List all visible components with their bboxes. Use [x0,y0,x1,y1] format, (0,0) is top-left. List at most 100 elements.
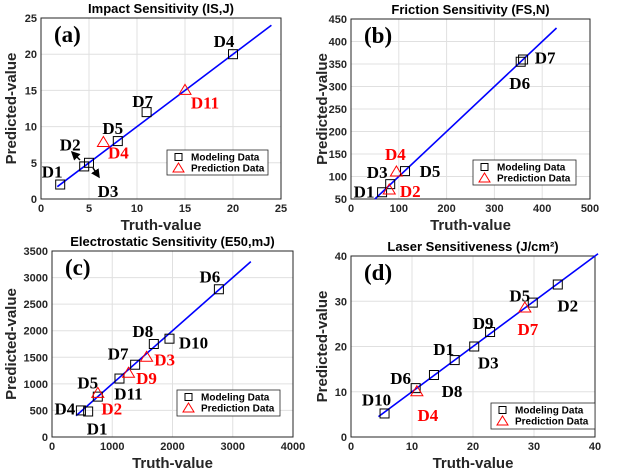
modeling-point [55,179,66,190]
x-tick-label: 4000 [281,441,305,453]
x-tick-label: 20 [227,203,239,215]
modeling-point [469,341,480,352]
y-tick-label: 25 [25,13,37,25]
x-axis-label: Truth-value [132,455,213,472]
y-tick-label: 0 [341,432,347,444]
y-axis-label: Predicted-value [314,53,331,165]
x-tick-label: 10 [131,203,143,215]
modeling-point [379,408,390,419]
x-tick-label: 200 [437,203,455,215]
modeling-point [377,187,388,198]
modeling-point [84,157,94,168]
x-tick-label: 0 [348,441,354,453]
y-tick-label: 100 [329,172,347,184]
prediction-point-label: D4 [108,144,129,163]
prediction-point-label: D9 [136,369,157,388]
prediction-point [382,183,397,195]
x-tick-label: 0 [38,203,44,215]
legend-triangle-icon [172,162,185,173]
arrow-d3 [91,167,100,179]
x-tick-label: 0 [49,441,55,453]
prediction-point-label: D7 [517,320,538,339]
y-tick-label: 2000 [24,326,48,338]
x-axis-label: Truth-value [433,455,514,472]
prediction-point-label: D2 [101,399,122,418]
modeling-point [83,406,94,417]
y-tick-label: 20 [335,342,347,354]
x-tick-label: 100 [390,203,408,215]
legend-entry: Prediction Data [497,174,571,185]
legend-entry: Prediction Data [191,164,265,175]
y-tick-label: 0 [42,432,48,444]
modeling-point-label: D1 [433,340,454,359]
modeling-point-label: D4 [214,32,235,51]
x-tick-label: 30 [528,441,540,453]
modeling-point-label: D7 [108,345,129,364]
modeling-point [130,359,141,370]
legend-box [472,159,577,186]
modeling-point-label: D5 [420,162,441,181]
y-tick-label: 10 [25,122,37,134]
fit-line [75,261,252,417]
y-tick-label: 20 [25,49,37,61]
x-tick-label: 15 [179,203,191,215]
x-axis-label: Truth-value [121,217,202,234]
modeling-point-label: D5 [509,287,530,306]
panel-letter: (c) [65,255,91,280]
y-tick-label: 1500 [24,352,48,364]
modeling-point-label: D10 [362,390,391,409]
x-tick-label: 500 [581,203,599,215]
prediction-point [409,384,424,397]
prediction-point [90,386,105,398]
modeling-point [385,179,396,190]
modeling-point-label: D2 [60,135,81,154]
prediction-point-label: D4 [417,406,438,425]
modeling-point [485,327,496,338]
axes-frame [350,255,596,438]
modeling-point-label: D5 [102,119,123,138]
modeling-point-label: D6 [200,267,221,286]
x-tick-label: 25 [275,203,287,215]
y-axis-label: Predicted-value [3,288,20,400]
x-tick-label: 5 [86,203,92,215]
prediction-point-label: D4 [385,145,406,164]
subplot-d: 0 10 20 30 40 0 10 20 30 40 Laser Sensitiveness (J… [314,239,601,472]
y-tick-label: 300 [329,82,347,94]
y-tick-label: 1000 [24,379,48,391]
modeling-point-label: D11 [114,385,142,404]
y-axis-label: Predicted-value [3,53,20,165]
x-tick-label: 20 [467,441,479,453]
modeling-point [518,54,529,65]
y-axis-label: Predicted-value [314,291,331,403]
modeling-point-label: D10 [179,334,208,353]
panel-letter: (d) [364,260,392,285]
y-tick-label: 50 [335,194,347,206]
modeling-point-label: D9 [473,314,494,333]
x-tick-label: 400 [533,203,551,215]
modeling-point-label: D1 [42,163,63,182]
fit-line [374,27,558,200]
modeling-point [552,279,563,290]
y-tick-label: 2500 [24,299,48,311]
modeling-point-label: D6 [509,74,530,93]
y-tick-label: 200 [329,127,347,139]
legend-entry: Prediction Data [201,404,275,415]
legend-square-icon [498,406,507,414]
modeling-point-label: D5 [77,374,98,393]
chart-title: Laser Sensitiveness (J/cm²) [387,239,558,254]
y-tick-label: 10 [335,387,347,399]
legend-entry: Modeling Data [191,153,260,164]
panel-letter: (b) [364,23,392,48]
modeling-point [515,56,526,67]
modeling-point-label: D3 [367,163,388,182]
arrow-d2 [70,150,81,161]
modeling-point [112,136,123,147]
y-tick-label: 450 [329,14,347,26]
prediction-point [96,135,111,148]
modeling-point-label: D1 [87,419,108,438]
y-tick-label: 3000 [24,273,48,285]
modeling-point-label: D3 [478,354,499,373]
